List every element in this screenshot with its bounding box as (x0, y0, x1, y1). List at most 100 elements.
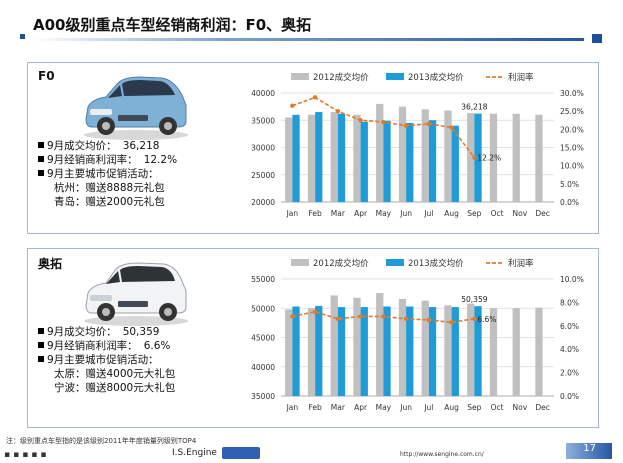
panel-title: F0 (38, 69, 55, 83)
bar-2013成交均价 (406, 306, 414, 396)
bar-2012成交均价 (467, 113, 475, 202)
bar-2012成交均价 (376, 293, 384, 396)
y-tick-label: 25000 (251, 171, 275, 180)
bar-2012成交均价 (444, 305, 452, 396)
bar-2013成交均价 (383, 120, 391, 202)
info-price: 9月成交均价： 36,218 (38, 139, 177, 153)
x-tick-label: Apr (354, 403, 368, 412)
bar-2012成交均价 (307, 114, 316, 202)
x-tick-label: Dec (535, 403, 550, 412)
bullet-icon (38, 328, 44, 334)
x-tick-label: Mar (331, 403, 346, 412)
chart-f0: 20000 25000 30000 35000 40000 0.0% 5.0% 10.0% 15… (251, 72, 584, 218)
y-tick-label: 35000 (251, 116, 275, 125)
y2-tick-label: 5.0% (560, 180, 579, 189)
x-tick-label: Aug (444, 209, 459, 218)
x-tick-label: May (376, 209, 392, 218)
bar-2013成交均价 (315, 112, 323, 202)
y2-tick-label: 4.0% (560, 345, 579, 354)
bar-2013成交均价 (428, 120, 437, 202)
y2-tick-label: 25.0% (560, 107, 584, 116)
x-tick-label: Oct (491, 209, 504, 218)
margin-value: 6.6% (143, 340, 171, 352)
promo-item: 杭州：赠送8888元礼包 (54, 182, 165, 194)
bar-2012成交均价 (535, 114, 543, 202)
margin-label: 9月经销商利润率： (47, 340, 138, 352)
x-tick-label: Nov (513, 209, 528, 218)
bar-2012成交均价 (512, 113, 520, 202)
info-list: 9月成交均价： 50,359 9月经销商利润率： 6.6% 9月主要城市促销活动： … (38, 325, 175, 395)
x-tick-label: Sep (467, 209, 481, 218)
promo-label: 9月主要城市促销活动： (47, 354, 159, 366)
car-image-f0 (84, 76, 188, 140)
title-underline (20, 34, 602, 46)
info-margin: 9月经销商利润率： 6.6% (38, 339, 175, 353)
bar-2013成交均价 (292, 306, 300, 396)
line-point (449, 320, 454, 325)
bullet-icon (38, 170, 44, 176)
bar-2012成交均价 (285, 117, 293, 202)
y-tick-label: 20000 (251, 198, 275, 207)
bar-2013成交均价 (292, 114, 300, 202)
price-value: 50,359 (122, 326, 160, 338)
y2-tick-label: 10.0% (560, 162, 584, 171)
y2-tick-label: 20.0% (560, 125, 584, 134)
bar-2013成交均价 (428, 307, 437, 396)
info-promo: 9月主要城市促销活动： (38, 167, 177, 181)
y2-tick-label: 0.0% (560, 198, 579, 207)
y2-tick-label: 10.0% (560, 275, 584, 284)
panel-alto: 奥拓 9月成交均价： 50,359 9月经销商利润率： 6.6% 9月主要城市促销活… (27, 248, 599, 428)
info-promo: 9月主要城市促销活动： (38, 353, 175, 367)
bullet-icon (38, 342, 44, 348)
promo-item: 宁波：赠送8000元大礼包 (54, 382, 176, 394)
legend-label: 2012成交均价 (313, 258, 369, 269)
y2-tick-label: 2.0% (560, 369, 579, 378)
bar-2012成交均价 (398, 106, 407, 202)
line-point (403, 123, 409, 128)
legend-swatch (386, 73, 404, 80)
price-value: 36,218 (122, 140, 160, 152)
bar-2012成交均价 (353, 297, 361, 396)
bar-2012成交均价 (489, 308, 498, 396)
footer-url[interactable]: http://www.sengine.com.cn/ (400, 451, 484, 458)
panel-f0: F0 9月成交均价： 36,218 9月经销商利润率： 12.2% 9月主要城市促销… (27, 62, 599, 234)
line-data-label: 12.2% (477, 154, 501, 163)
line-point (449, 125, 454, 130)
bar-2012成交均价 (398, 298, 407, 396)
info-margin: 9月经销商利润率： 12.2% (38, 153, 177, 167)
bar-2013成交均价 (360, 121, 368, 202)
line-point (290, 103, 295, 108)
legend-swatch (291, 73, 309, 80)
x-tick-label: Feb (308, 403, 322, 412)
margin-value: 12.2% (143, 154, 178, 166)
line-point (381, 314, 386, 319)
bar-2012成交均价 (285, 309, 293, 396)
bar-2012成交均价 (307, 308, 316, 396)
bar-data-label: 50,359 (461, 295, 487, 304)
x-tick-label: Apr (354, 209, 368, 218)
bar-2012成交均价 (535, 307, 543, 396)
y-tick-label: 40000 (251, 89, 275, 98)
x-tick-label: Oct (491, 403, 504, 412)
line-point (358, 314, 363, 319)
bar-2013成交均价 (383, 306, 391, 396)
bar-2012成交均价 (467, 303, 475, 396)
bar-2012成交均价 (330, 295, 338, 396)
bar-data-label: 36,218 (461, 103, 487, 112)
bar-2013成交均价 (451, 125, 459, 202)
bar-2013成交均价 (406, 122, 414, 202)
bar-2012成交均价 (489, 113, 498, 202)
line-point (312, 95, 318, 100)
legend-label: 利润率 (508, 72, 534, 83)
bullet-icon (38, 356, 44, 362)
y-tick-label: 50000 (251, 304, 275, 313)
bar-2013成交均价 (315, 305, 323, 396)
margin-label: 9月经销商利润率： (47, 154, 138, 166)
title-gradient-line (32, 38, 584, 41)
y-tick-label: 45000 (251, 334, 275, 343)
line-point (335, 108, 341, 114)
x-tick-label: Nov (513, 403, 528, 412)
bar-2012成交均价 (421, 109, 429, 202)
x-tick-label: Jul (423, 403, 433, 412)
bar-2012成交均价 (444, 110, 452, 202)
